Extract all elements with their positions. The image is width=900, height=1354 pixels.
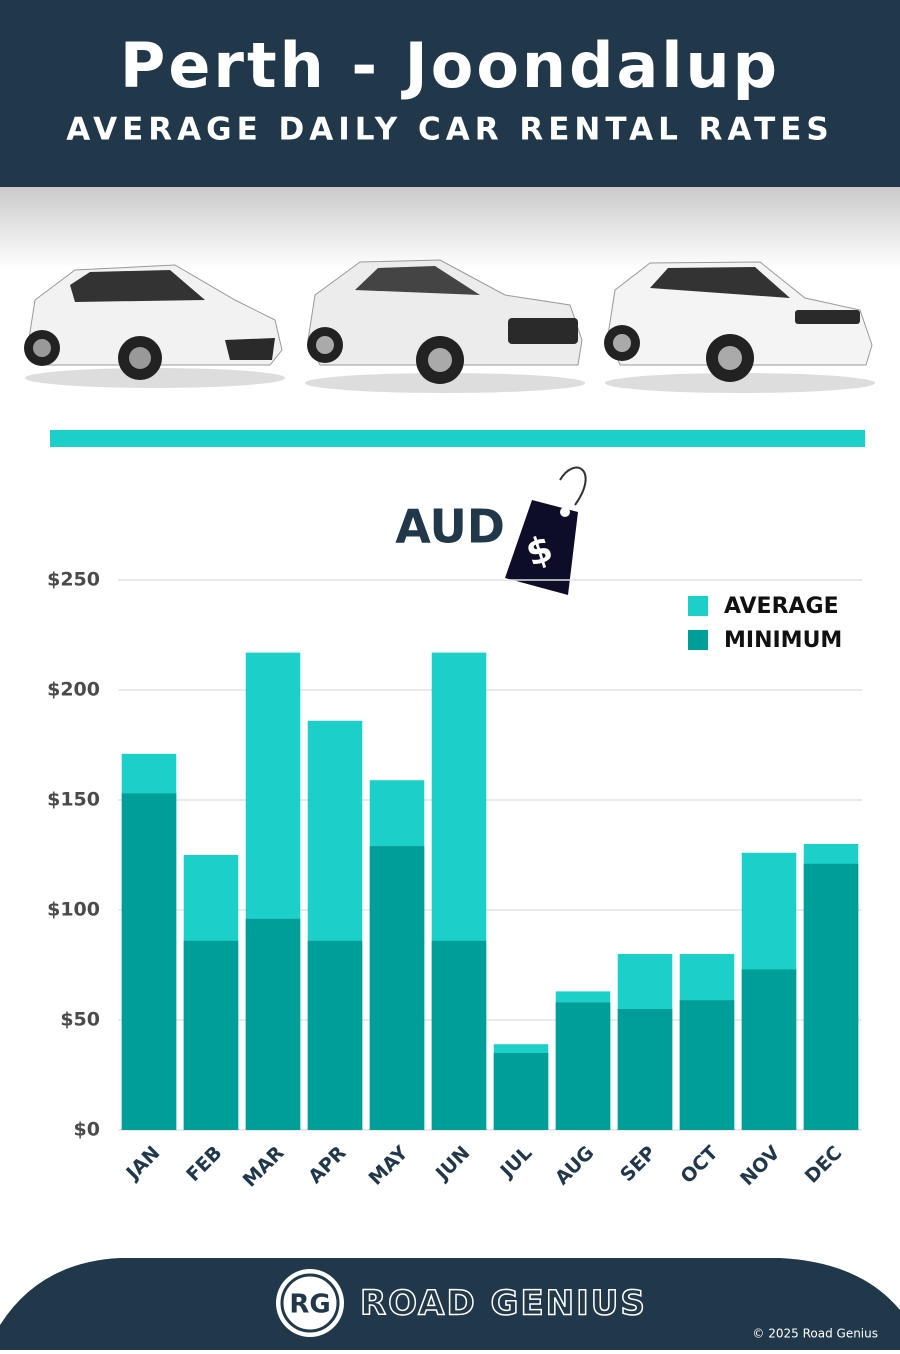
x-tick-label: OCT bbox=[676, 1142, 722, 1188]
price-tag: $ bbox=[505, 466, 587, 595]
y-tick-label: $50 bbox=[60, 1009, 100, 1031]
x-tick-label: FEB bbox=[182, 1142, 226, 1186]
y-tick-label: $150 bbox=[47, 789, 100, 811]
chart-title: AUD bbox=[395, 500, 505, 554]
bar bbox=[183, 940, 239, 1130]
legend-swatch bbox=[688, 630, 708, 650]
x-tick-label: JUN bbox=[430, 1142, 474, 1186]
header-band bbox=[0, 0, 900, 187]
x-tick-label: APR bbox=[304, 1142, 350, 1188]
y-tick-label: $0 bbox=[74, 1119, 100, 1141]
bar bbox=[741, 969, 797, 1130]
legend-label: AVERAGE bbox=[724, 594, 839, 619]
x-tick-label: JUL bbox=[495, 1142, 536, 1183]
logo-ring bbox=[280, 1273, 340, 1333]
copyright: © 2025 Road Genius bbox=[752, 1327, 878, 1341]
x-tick-label: JAN bbox=[121, 1142, 165, 1186]
y-tick-label: $200 bbox=[47, 679, 100, 701]
car-crossover bbox=[604, 261, 875, 393]
legend-swatch bbox=[688, 596, 708, 616]
chart: $0 $50 $100 $150 $200 $250 JAN FEB MAR APR MAY JUN J… bbox=[47, 569, 862, 1192]
logo-circle bbox=[276, 1269, 344, 1337]
bar bbox=[121, 793, 177, 1130]
title: Perth - Joondalup bbox=[120, 29, 780, 102]
bar bbox=[679, 1000, 735, 1130]
bar bbox=[431, 940, 487, 1130]
divider bbox=[50, 430, 865, 447]
x-tick-label: AUG bbox=[551, 1142, 598, 1189]
bar bbox=[803, 863, 859, 1130]
y-tick-label: $100 bbox=[47, 899, 100, 921]
x-tick-label: SEP bbox=[616, 1142, 660, 1186]
x-tick-label: DEC bbox=[801, 1142, 847, 1188]
bar bbox=[245, 918, 301, 1130]
legend-label: MINIMUM bbox=[724, 628, 842, 653]
bar bbox=[307, 940, 363, 1130]
subtitle: AVERAGE DAILY CAR RENTAL RATES bbox=[66, 112, 834, 148]
bar bbox=[555, 1002, 611, 1130]
bar bbox=[493, 1053, 549, 1130]
brand: ROAD GENIUS bbox=[360, 1284, 647, 1324]
footer-band bbox=[0, 1258, 900, 1350]
x-tick-label: MAY bbox=[365, 1142, 413, 1190]
logo: RG bbox=[289, 1290, 330, 1320]
y-tick-label: $250 bbox=[47, 569, 100, 591]
x-tick-label: MAR bbox=[239, 1142, 289, 1192]
car-suv bbox=[305, 259, 585, 393]
x-tick-label: NOV bbox=[736, 1142, 784, 1190]
car-hatchback bbox=[24, 264, 285, 388]
bar bbox=[617, 1009, 673, 1130]
bar bbox=[369, 846, 425, 1130]
